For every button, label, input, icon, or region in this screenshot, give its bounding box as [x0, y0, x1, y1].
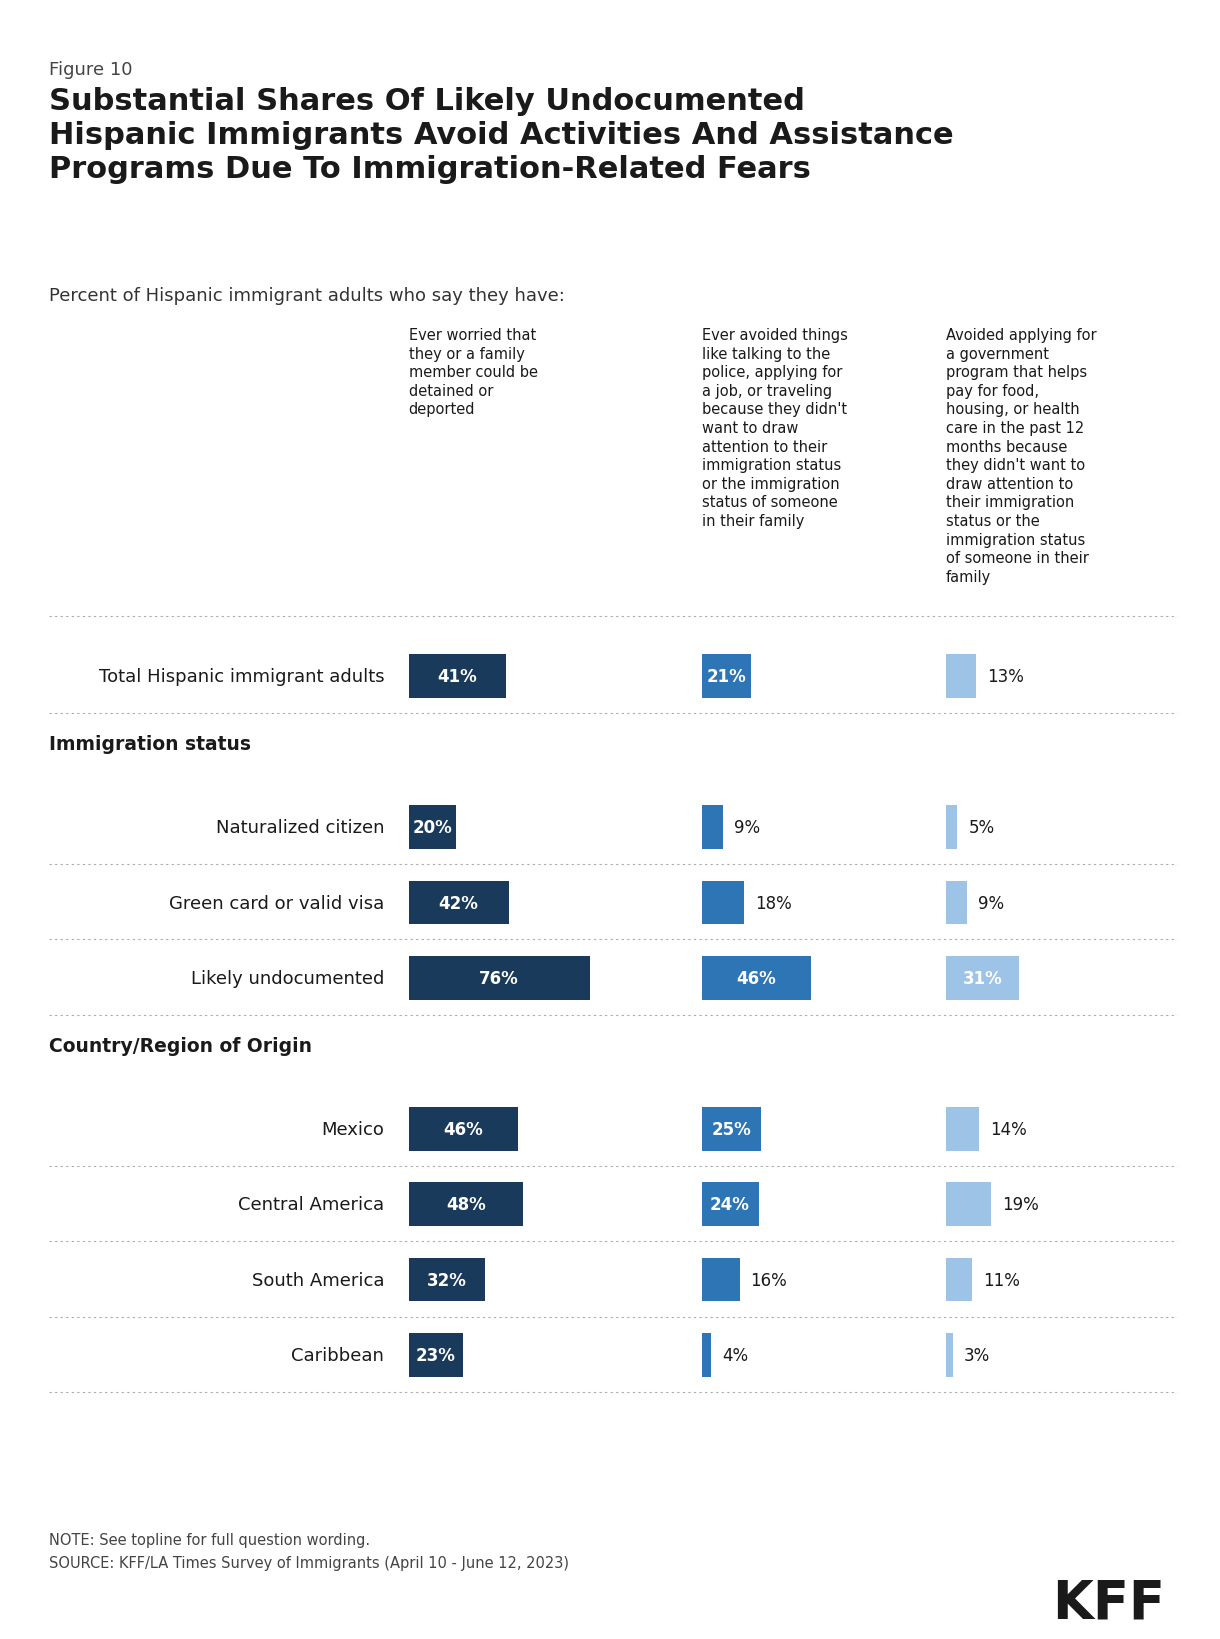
Bar [946, 806, 958, 849]
Bar [409, 1183, 523, 1226]
Text: Substantial Shares Of Likely Undocumented
Hispanic Immigrants Avoid Activities A: Substantial Shares Of Likely Undocumente… [49, 87, 953, 184]
Text: 23%: 23% [416, 1346, 456, 1364]
Text: 76%: 76% [479, 969, 518, 987]
Text: 18%: 18% [755, 893, 792, 911]
Text: 9%: 9% [734, 818, 760, 836]
Text: 16%: 16% [750, 1270, 787, 1288]
Bar [409, 1333, 464, 1377]
Text: 19%: 19% [1002, 1195, 1038, 1213]
Bar [702, 1333, 711, 1377]
Bar [409, 1108, 518, 1151]
Bar [409, 1259, 484, 1301]
Text: 41%: 41% [438, 669, 477, 685]
Bar [702, 1259, 739, 1301]
Text: 14%: 14% [989, 1119, 1026, 1137]
Text: Immigration status: Immigration status [49, 734, 251, 754]
Text: 5%: 5% [969, 818, 994, 836]
Bar [946, 1108, 978, 1151]
Bar [702, 1183, 759, 1226]
Bar [946, 882, 967, 924]
Text: Central America: Central America [238, 1195, 384, 1213]
Text: Mexico: Mexico [321, 1119, 384, 1137]
Bar [409, 957, 589, 1000]
Text: Figure 10: Figure 10 [49, 61, 132, 79]
Text: 42%: 42% [439, 893, 478, 911]
Text: Naturalized citizen: Naturalized citizen [216, 818, 384, 836]
Text: NOTE: See topline for full question wording.
SOURCE: KFF/LA Times Survey of Immi: NOTE: See topline for full question word… [49, 1532, 569, 1570]
Bar [702, 957, 811, 1000]
Bar [702, 882, 744, 924]
Bar [702, 656, 752, 698]
Text: 11%: 11% [982, 1270, 1020, 1288]
Text: 31%: 31% [963, 969, 1003, 987]
Text: 9%: 9% [978, 893, 1004, 911]
Bar [409, 882, 509, 924]
Text: Ever avoided things
like talking to the
police, applying for
a job, or traveling: Ever avoided things like talking to the … [702, 328, 848, 529]
Bar [946, 656, 976, 698]
Text: 20%: 20% [412, 818, 453, 836]
Text: 48%: 48% [447, 1195, 486, 1213]
Text: 25%: 25% [711, 1119, 752, 1137]
Text: Caribbean: Caribbean [292, 1346, 384, 1364]
Text: Green card or valid visa: Green card or valid visa [170, 893, 384, 911]
Text: 4%: 4% [722, 1346, 748, 1364]
Text: Ever worried that
they or a family
member could be
detained or
deported: Ever worried that they or a family membe… [409, 328, 538, 418]
Text: Avoided applying for
a government
program that helps
pay for food,
housing, or h: Avoided applying for a government progra… [946, 328, 1096, 585]
Bar [946, 1333, 953, 1377]
Text: 32%: 32% [427, 1270, 467, 1288]
Text: 13%: 13% [987, 669, 1025, 685]
Text: 46%: 46% [737, 969, 776, 987]
Text: Country/Region of Origin: Country/Region of Origin [49, 1036, 312, 1056]
Bar [702, 1108, 761, 1151]
Text: South America: South America [251, 1270, 384, 1288]
Text: Likely undocumented: Likely undocumented [190, 969, 384, 987]
Bar [946, 1259, 971, 1301]
Text: Total Hispanic immigrant adults: Total Hispanic immigrant adults [99, 669, 384, 685]
Bar [946, 957, 1019, 1000]
Text: 46%: 46% [444, 1119, 483, 1137]
Bar [409, 656, 506, 698]
Bar [409, 806, 456, 849]
Text: 21%: 21% [706, 669, 747, 685]
Text: KFF: KFF [1052, 1577, 1165, 1629]
Bar [702, 806, 723, 849]
Bar [946, 1183, 991, 1226]
Text: 3%: 3% [964, 1346, 989, 1364]
Text: Percent of Hispanic immigrant adults who say they have:: Percent of Hispanic immigrant adults who… [49, 287, 565, 305]
Text: 24%: 24% [710, 1195, 750, 1213]
